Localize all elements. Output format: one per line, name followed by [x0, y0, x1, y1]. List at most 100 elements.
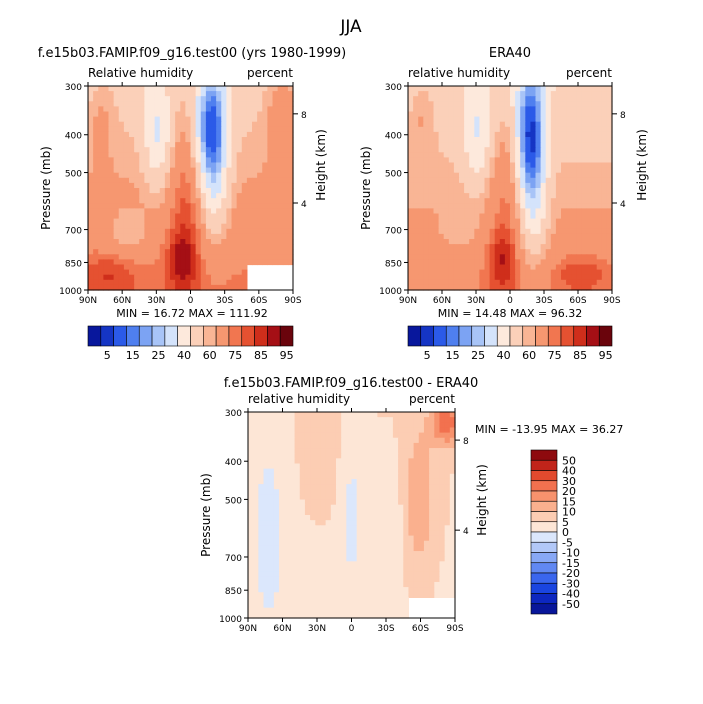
field-cell: [205, 116, 212, 123]
field-cell: [489, 233, 496, 240]
field-cell: [423, 494, 430, 501]
field-cell: [576, 101, 582, 107]
field-cell: [504, 126, 511, 133]
field-cell: [566, 111, 572, 118]
field-cell: [510, 188, 516, 194]
field-cell: [439, 540, 446, 547]
field-cell: [428, 111, 435, 118]
field-cell: [330, 478, 337, 485]
field-cell: [310, 432, 316, 439]
field-cell: [325, 463, 332, 470]
field-cell: [262, 172, 268, 179]
field-cell: [356, 412, 363, 418]
field-cell: [226, 279, 233, 286]
field-cell: [231, 279, 238, 286]
field-cell: [489, 213, 496, 220]
colorbar-label: 50: [562, 454, 576, 467]
field-cell: [205, 218, 212, 225]
field-cell: [398, 463, 404, 470]
field-cell: [443, 121, 450, 128]
field-cell: [253, 556, 259, 562]
field-cell: [284, 442, 290, 449]
field-cell: [382, 499, 389, 506]
field-cell: [272, 111, 279, 118]
field-cell: [258, 581, 265, 588]
field-cell: [576, 131, 582, 138]
field-cell: [170, 259, 176, 266]
field-cell: [277, 106, 284, 113]
field-cell: [246, 254, 253, 260]
field-cell: [474, 162, 480, 169]
field-cell: [263, 556, 270, 562]
field-cell: [586, 126, 593, 133]
field-cell: [154, 111, 161, 118]
field-cell: [398, 540, 404, 547]
field-cell: [372, 478, 378, 485]
field-cell: [170, 106, 176, 113]
colorbar-swatch: [530, 593, 558, 605]
field-cell: [226, 218, 233, 225]
field-cell: [449, 576, 456, 583]
field-cell: [515, 157, 521, 164]
field-cell: [449, 484, 456, 490]
field-cell: [459, 172, 465, 179]
field-cell: [474, 121, 480, 128]
field-cell: [484, 203, 491, 209]
field-cell: [591, 157, 598, 164]
field-cell: [258, 432, 265, 439]
field-cell: [205, 137, 212, 143]
field-cell: [555, 167, 562, 174]
field-cell: [154, 244, 161, 250]
field-cell: [103, 137, 110, 143]
field-cell: [248, 556, 254, 562]
field-cell: [494, 274, 501, 281]
field-cell: [258, 592, 265, 598]
field-cell: [377, 484, 384, 490]
height-tick-label: 4: [620, 200, 626, 210]
field-cell: [479, 213, 486, 220]
field-cell: [315, 458, 322, 465]
field-cell: [392, 499, 399, 506]
field-cell: [449, 448, 456, 454]
field-cell: [504, 172, 511, 179]
field-cell: [241, 96, 248, 102]
field-cell: [164, 284, 171, 291]
field-cell: [123, 228, 130, 235]
field-cell: [392, 478, 399, 485]
field-cell: [545, 116, 552, 123]
field-cell: [118, 249, 125, 255]
field-cell: [123, 233, 130, 240]
field-cell: [398, 458, 404, 465]
field-cell: [540, 162, 547, 169]
field-cell: [320, 463, 327, 470]
field-cell: [149, 198, 156, 204]
field-cell: [423, 177, 429, 184]
field-cell: [443, 172, 450, 179]
field-cell: [448, 162, 455, 169]
field-cell: [221, 162, 227, 169]
field-cell: [361, 607, 368, 614]
field-cell: [88, 172, 94, 179]
field-cell: [170, 142, 176, 148]
field-cell: [231, 249, 238, 255]
field-cell: [443, 188, 450, 194]
field-cell: [118, 91, 125, 97]
field-cell: [382, 458, 389, 465]
field-cell: [134, 131, 140, 138]
field-cell: [413, 489, 420, 495]
field-cell: [581, 121, 588, 128]
field-cell: [320, 494, 327, 501]
field-cell: [591, 188, 598, 194]
field-cell: [561, 198, 567, 204]
field-cell: [423, 198, 429, 204]
field-cell: [438, 177, 445, 184]
field-cell: [299, 432, 306, 439]
field-cell: [351, 437, 358, 444]
field-cell: [273, 453, 280, 459]
field-cell: [246, 121, 253, 128]
field-cell: [581, 91, 588, 97]
field-cell: [540, 223, 547, 230]
field-cell: [113, 101, 120, 107]
field-cell: [408, 551, 415, 557]
